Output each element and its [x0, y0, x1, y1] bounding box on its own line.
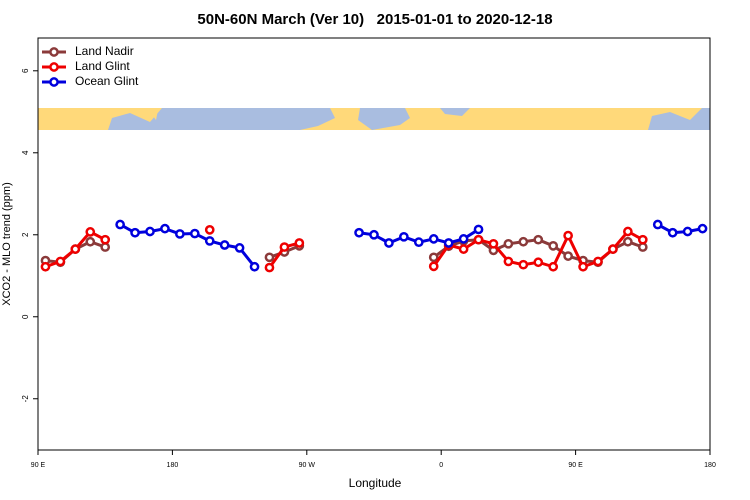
point: [458, 244, 469, 254]
point: [145, 226, 155, 237]
point: [623, 236, 633, 247]
x-tick-label: 90 W: [299, 462, 316, 469]
point: [413, 237, 424, 248]
point: [697, 223, 708, 234]
y-tick-label: 0: [21, 314, 30, 319]
point: [85, 236, 96, 247]
point: [100, 242, 111, 252]
y-tick-label: 2: [21, 232, 30, 237]
legend-label: Land Nadir: [75, 44, 134, 58]
point: [399, 231, 409, 242]
x-tick-label: 180: [167, 462, 179, 469]
legend-label: Land Glint: [75, 59, 130, 73]
point: [563, 251, 573, 261]
point: [428, 234, 439, 244]
point: [249, 261, 260, 272]
legend-marker: [49, 62, 59, 72]
point: [354, 227, 364, 238]
plot-frame: [37, 37, 711, 451]
x-tick-label: 90 E: [568, 462, 583, 469]
map-band: [38, 108, 710, 130]
point: [279, 242, 290, 252]
x-axis-label: Longitude: [349, 476, 402, 490]
point: [204, 225, 215, 235]
point: [667, 227, 678, 238]
y-tick-label: -2: [21, 395, 30, 403]
point: [384, 238, 394, 248]
point: [637, 242, 648, 252]
point: [682, 226, 693, 237]
point: [70, 244, 81, 254]
point: [533, 257, 544, 268]
point: [637, 234, 648, 245]
y-tick-label: 4: [21, 150, 30, 155]
x-tick-label: 180: [704, 462, 716, 469]
point: [473, 224, 484, 235]
point: [100, 234, 111, 245]
point: [518, 236, 529, 247]
chart-title: 50N-60N March (Ver 10) 2015-01-01 to 202…: [197, 11, 552, 28]
point: [578, 261, 588, 272]
point: [503, 238, 514, 249]
point: [533, 234, 544, 245]
point: [160, 223, 170, 234]
point: [458, 234, 469, 244]
legend-marker: [49, 47, 59, 57]
point: [219, 240, 230, 250]
point: [130, 227, 140, 238]
x-tick-label: 90 E: [31, 462, 46, 469]
point: [55, 256, 66, 267]
point: [608, 244, 618, 254]
legend-label: Ocean Glint: [75, 74, 139, 88]
point: [204, 236, 215, 246]
point: [563, 230, 573, 241]
point: [518, 259, 529, 270]
point: [40, 261, 51, 272]
point: [264, 252, 275, 263]
y-axis-label: XCO2 - MLO trend (ppm): [1, 182, 13, 305]
point: [473, 234, 484, 245]
point: [234, 243, 245, 253]
point: [593, 256, 603, 267]
point: [85, 227, 96, 237]
point: [264, 262, 275, 273]
point: [652, 219, 663, 230]
point: [503, 256, 514, 267]
point: [294, 238, 305, 248]
point: [428, 252, 439, 263]
legend-marker: [49, 77, 59, 87]
y-tick-label: 6: [21, 68, 30, 73]
point: [623, 226, 633, 237]
point: [548, 261, 559, 272]
point: [443, 238, 454, 248]
x-tick-label: 0: [439, 462, 443, 469]
point: [115, 219, 125, 230]
point: [189, 228, 200, 239]
point: [488, 238, 499, 249]
point: [175, 229, 185, 239]
point: [548, 240, 559, 251]
point: [428, 261, 439, 272]
point: [369, 229, 379, 240]
